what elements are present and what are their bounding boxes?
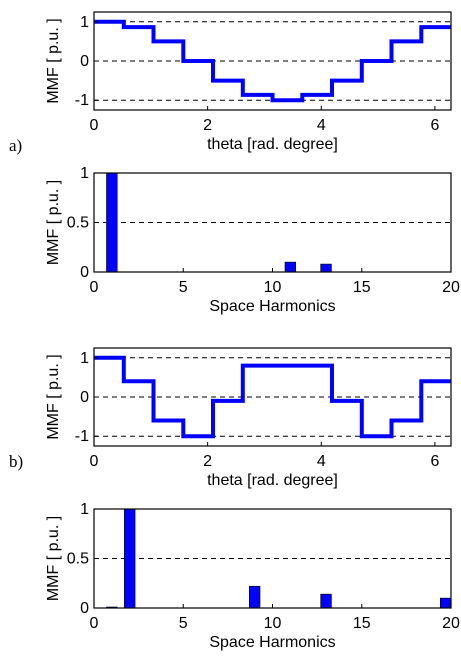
bar bbox=[248, 585, 261, 609]
y-tick-label: 1 bbox=[80, 165, 89, 182]
axes-frame bbox=[93, 172, 452, 273]
y-tick-label: 1 bbox=[80, 501, 89, 518]
y-tick-label: 1 bbox=[80, 14, 89, 31]
series-line bbox=[94, 19, 451, 103]
chart-4: 0 5 10 15 20 1 0.5 0 Space Harmonics MMF [ p.u. ] bbox=[45, 501, 460, 651]
chart-2: 0 5 10 15 20 1 0.5 0 Space Harmonics MMF [ p.u. ] bbox=[45, 165, 460, 315]
y-tick-label: 0 bbox=[80, 53, 89, 70]
y-tick-label: 1 bbox=[80, 350, 89, 367]
x-tick-label: 2 bbox=[203, 117, 212, 134]
panel-label-a: a) bbox=[9, 136, 23, 155]
panel-label-b: b) bbox=[9, 452, 24, 471]
axes-frame bbox=[93, 508, 452, 609]
x-tick-label: 5 bbox=[179, 615, 188, 632]
x-tick-label: 10 bbox=[264, 279, 282, 296]
x-tick-label: 2 bbox=[203, 453, 212, 470]
bar bbox=[124, 508, 136, 609]
x-tick-label: 0 bbox=[90, 279, 99, 296]
bar bbox=[106, 172, 118, 273]
y-tick-label: 0 bbox=[80, 600, 89, 617]
y-tick-label: -1 bbox=[75, 92, 89, 109]
x-tick-label: 0 bbox=[90, 117, 99, 134]
bar bbox=[284, 261, 297, 273]
x-tick-label: 0 bbox=[90, 615, 99, 632]
x-tick-label: 15 bbox=[353, 615, 371, 632]
x-tick-label: 20 bbox=[442, 279, 460, 296]
bar bbox=[320, 593, 332, 609]
x-axis-label: Space Harmonics bbox=[209, 298, 335, 315]
x-tick-label: 0 bbox=[90, 453, 99, 470]
y-axis-label: MMF [ p.u. ] bbox=[45, 180, 62, 265]
y-axis-label: MMF [ p.u. ] bbox=[45, 354, 62, 439]
y-tick-label: 0.5 bbox=[67, 215, 89, 232]
x-tick-label: 4 bbox=[317, 453, 326, 470]
x-tick-label: 20 bbox=[442, 615, 460, 632]
x-axis-label: Space Harmonics bbox=[209, 634, 335, 651]
y-tick-label: 0 bbox=[80, 389, 89, 406]
y-axis-label: MMF [ p.u. ] bbox=[45, 18, 62, 103]
x-tick-label: 4 bbox=[317, 117, 326, 134]
series-line bbox=[94, 355, 451, 439]
x-axis-label: theta [rad. degree] bbox=[207, 136, 338, 153]
y-axis-label: MMF [ p.u. ] bbox=[45, 516, 62, 601]
x-tick-label: 10 bbox=[264, 615, 282, 632]
axes-frame bbox=[93, 347, 452, 447]
x-tick-label: 6 bbox=[430, 117, 439, 134]
x-tick-label: 15 bbox=[353, 279, 371, 296]
y-tick-label: 0 bbox=[80, 264, 89, 281]
x-axis-label: theta [rad. degree] bbox=[207, 472, 338, 489]
y-tick-label: 0.5 bbox=[67, 551, 89, 568]
y-tick-label: -1 bbox=[75, 428, 89, 445]
x-tick-label: 5 bbox=[179, 279, 188, 296]
bar bbox=[439, 597, 452, 609]
x-tick-label: 6 bbox=[430, 453, 439, 470]
bar bbox=[320, 263, 332, 273]
